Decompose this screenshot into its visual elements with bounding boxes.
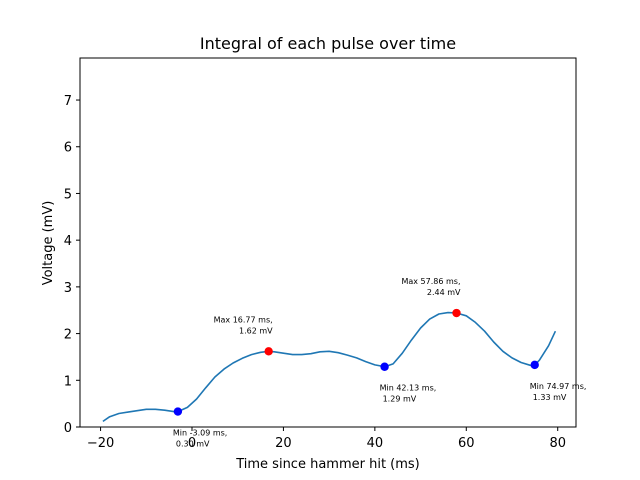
max-point-marker bbox=[452, 308, 461, 318]
max-point-label-line1: Max 16.77 ms, bbox=[214, 315, 273, 324]
max-point-label-line2: 1.62 mV bbox=[239, 326, 273, 335]
max-point-marker bbox=[264, 347, 273, 356]
y-tick-label: 3 bbox=[64, 281, 72, 296]
axes-frame bbox=[79, 57, 577, 428]
max-point-label-line2: 2.44 mV bbox=[427, 288, 461, 297]
min-point-label-line2: 0.30 mV bbox=[176, 440, 210, 449]
x-tick-label: −20 bbox=[87, 436, 114, 451]
x-tick-label: 60 bbox=[458, 436, 475, 451]
min-point-label-line2: 1.29 mV bbox=[383, 395, 417, 404]
y-axis-label: Voltage (mV) bbox=[41, 201, 56, 286]
annotations: Min -3.09 ms, 0.30 mV Max 16.77 ms, 1.62 mV… bbox=[173, 277, 587, 449]
min-point-label-line1: Min -3.09 ms, bbox=[173, 429, 227, 438]
plot-area bbox=[102, 308, 557, 423]
x-tick-label: 0 bbox=[188, 436, 196, 451]
y-tick-label: 4 bbox=[64, 234, 72, 249]
y-tick-label: 6 bbox=[64, 141, 72, 156]
x-tick-label: 40 bbox=[367, 436, 384, 451]
min-point-marker bbox=[530, 360, 539, 370]
axis-ticks: −20 0 20 40 60 80 0 1 2 3 4 5 6 7 bbox=[64, 94, 566, 451]
min-point-label-line2: 1.33 mV bbox=[533, 393, 567, 402]
y-tick-label: 5 bbox=[64, 187, 72, 202]
chart-title: Integral of each pulse over time bbox=[200, 34, 456, 53]
max-point-label-line1: Max 57.86 ms, bbox=[401, 277, 460, 286]
x-tick-label: 20 bbox=[275, 436, 292, 451]
min-point-marker bbox=[380, 362, 389, 371]
min-point-label-line1: Min 74.97 ms, bbox=[530, 382, 587, 391]
x-tick-label: 80 bbox=[549, 436, 566, 451]
y-tick-label: 7 bbox=[64, 94, 72, 109]
min-point-marker bbox=[173, 407, 183, 416]
x-axis-label: Time since hammer hit (ms) bbox=[235, 457, 420, 472]
y-tick-label: 0 bbox=[64, 421, 72, 436]
min-point-label-line1: Min 42.13 ms, bbox=[380, 384, 437, 393]
y-tick-label: 2 bbox=[64, 328, 72, 343]
y-tick-label: 1 bbox=[64, 374, 72, 389]
